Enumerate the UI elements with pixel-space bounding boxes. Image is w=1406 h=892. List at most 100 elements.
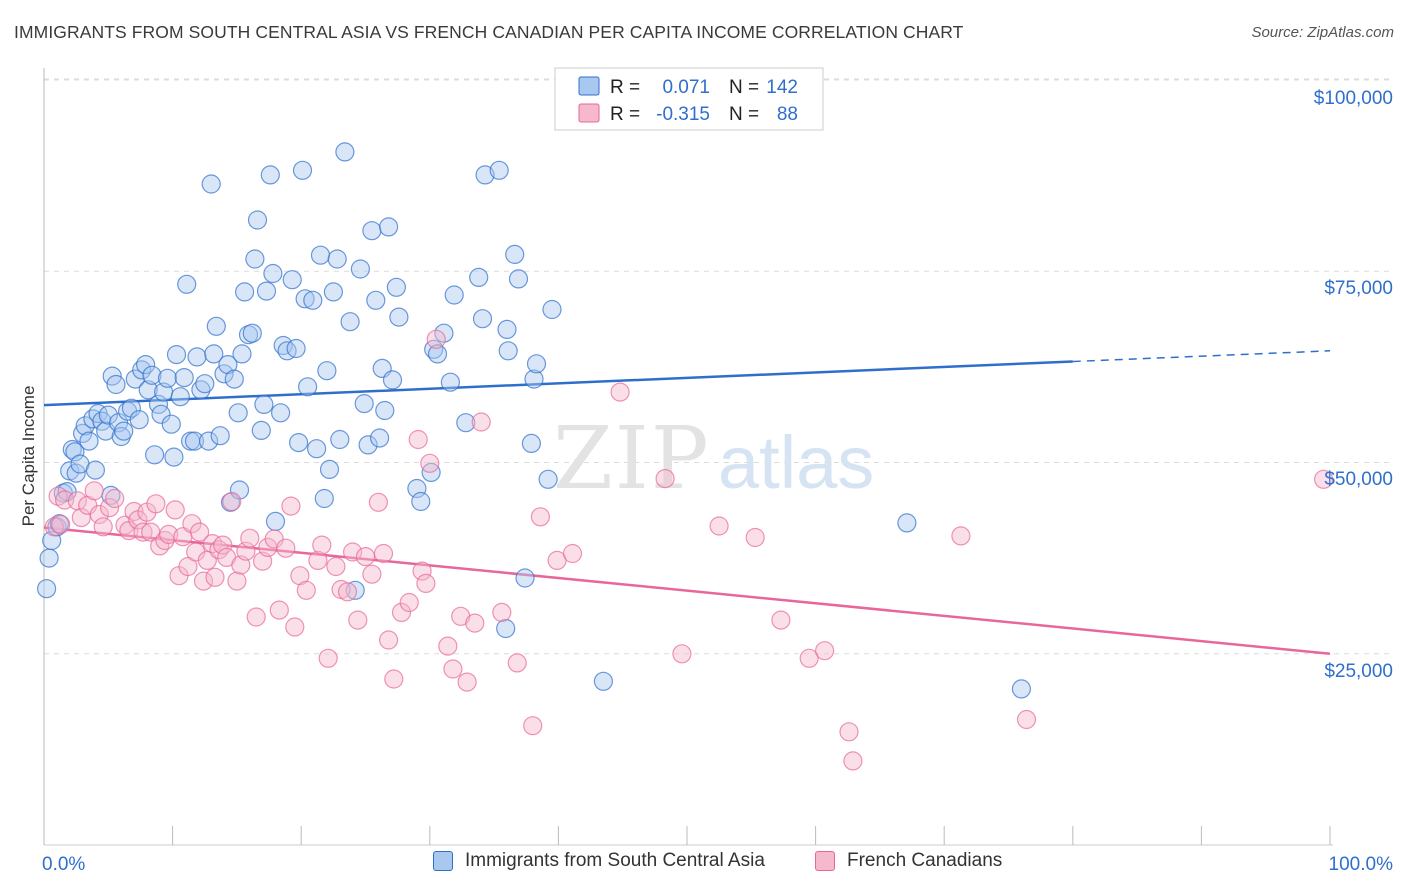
point-immigrants-119 xyxy=(489,160,509,180)
point-french-canadians-89 xyxy=(745,527,765,548)
point-immigrants-97 xyxy=(358,435,378,455)
point-immigrants-0 xyxy=(36,579,57,599)
point-immigrants-79 xyxy=(289,433,309,453)
trend-line-immigrants-extension xyxy=(1072,350,1331,363)
point-immigrants-45 xyxy=(177,274,197,294)
point-immigrants-60 xyxy=(228,403,248,423)
point-immigrants-39 xyxy=(157,368,178,388)
point-immigrants-26 xyxy=(114,421,134,441)
point-immigrants-20 xyxy=(98,405,118,425)
legend-item-immigrants[interactable]: Immigrants from South Central Asia xyxy=(433,850,765,872)
x-tick-label-100: 100.0% xyxy=(1329,854,1394,875)
point-french-canadians-76 xyxy=(457,672,477,692)
point-immigrants-52 xyxy=(201,174,221,194)
point-immigrants-120 xyxy=(496,618,516,639)
point-immigrants-127 xyxy=(524,369,544,389)
y-axis-title: Per Capita Income xyxy=(19,386,38,527)
point-immigrants-117 xyxy=(472,309,493,329)
point-immigrants-72 xyxy=(263,263,283,284)
point-french-canadians-77 xyxy=(465,613,485,633)
point-immigrants-56 xyxy=(214,364,234,384)
point-french-canadians-53 xyxy=(312,535,332,555)
watermark: ZIP atlas xyxy=(553,409,874,509)
point-french-canadians-73 xyxy=(438,636,458,656)
legend-item-french-canadians[interactable]: French Canadians xyxy=(815,850,1002,872)
point-french-canadians-70 xyxy=(416,573,436,594)
point-immigrants-54 xyxy=(206,316,226,336)
point-immigrants-43 xyxy=(170,387,190,407)
point-french-canadians-67 xyxy=(399,592,419,613)
point-french-canadians-63 xyxy=(373,543,394,564)
point-french-canadians-61 xyxy=(362,564,382,584)
point-french-canadians-71 xyxy=(420,453,440,473)
point-immigrants-98 xyxy=(362,221,382,241)
legend-bottom: Immigrants from South Central Asia Frenc… xyxy=(0,850,1406,880)
legend-n-label-pink: N = xyxy=(729,104,759,125)
point-french-canadians-38 xyxy=(227,571,247,591)
point-immigrants-9 xyxy=(65,442,85,462)
legend-n-value-blue: 142 xyxy=(766,77,798,98)
point-immigrants-77 xyxy=(282,270,302,290)
point-immigrants-12 xyxy=(72,423,93,443)
point-french-canadians-48 xyxy=(281,496,301,516)
y-tick-label-100000: $100,000 xyxy=(1314,88,1393,109)
point-french-canadians-86 xyxy=(655,469,675,489)
point-french-canadians-59 xyxy=(348,610,368,630)
point-immigrants-28 xyxy=(121,398,141,418)
watermark-zip: ZIP xyxy=(553,409,711,509)
point-immigrants-85 xyxy=(310,245,331,265)
point-french-canadians-91 xyxy=(799,648,819,668)
point-french-canadians-60 xyxy=(355,546,376,567)
point-immigrants-87 xyxy=(317,361,337,381)
point-french-canadians-7 xyxy=(84,481,104,501)
point-immigrants-81 xyxy=(295,289,315,309)
point-french-canadians-23 xyxy=(165,500,185,520)
point-immigrants-59 xyxy=(224,369,244,389)
point-french-canadians-97 xyxy=(1313,469,1334,489)
point-french-canadians-51 xyxy=(296,580,316,600)
point-immigrants-73 xyxy=(265,511,286,532)
point-french-canadians-90 xyxy=(771,610,791,630)
legend-r-label-blue: R = xyxy=(610,77,640,98)
legend-r-label-pink: R = xyxy=(610,104,640,125)
legend-swatch-french-canadians xyxy=(815,851,835,871)
point-immigrants-100 xyxy=(370,428,390,448)
legend-top: R = 0.071 N = 142 R = -0.315 N = 88 xyxy=(554,67,824,131)
point-immigrants-130 xyxy=(542,299,562,320)
point-immigrants-78 xyxy=(286,338,306,359)
point-immigrants-115 xyxy=(456,413,476,433)
point-immigrants-55 xyxy=(210,426,230,446)
point-immigrants-91 xyxy=(330,429,350,450)
legend-label-french-canadians: French Canadians xyxy=(847,850,1003,871)
point-immigrants-95 xyxy=(350,259,370,279)
point-immigrants-80 xyxy=(292,160,313,180)
point-french-canadians-80 xyxy=(507,653,527,673)
point-french-canadians-22 xyxy=(159,524,179,545)
point-french-canadians-79 xyxy=(492,602,512,623)
point-french-canadians-33 xyxy=(205,567,225,587)
point-french-canadians-57 xyxy=(337,582,358,602)
point-french-canadians-64 xyxy=(379,630,399,650)
point-french-canadians-19 xyxy=(146,494,166,514)
point-immigrants-74 xyxy=(271,403,291,423)
point-immigrants-94 xyxy=(345,580,365,600)
point-immigrants-99 xyxy=(366,290,386,310)
point-french-canadians-62 xyxy=(368,492,388,512)
legend-swatch-immigrants xyxy=(433,851,453,871)
point-immigrants-90 xyxy=(327,249,347,269)
point-immigrants-133 xyxy=(1011,679,1032,699)
point-immigrants-126 xyxy=(521,433,542,453)
point-immigrants-113 xyxy=(440,372,460,392)
point-immigrants-129 xyxy=(538,469,558,489)
legend-r-value-blue: 0.071 xyxy=(662,77,710,98)
point-french-canadians-9 xyxy=(93,517,113,537)
point-immigrants-68 xyxy=(251,420,271,440)
point-french-canadians-55 xyxy=(326,556,346,577)
point-french-canadians-85 xyxy=(610,382,630,402)
x-axis-ticks xyxy=(43,826,1331,845)
point-immigrants-70 xyxy=(256,281,277,301)
point-immigrants-32 xyxy=(136,355,156,375)
legend-swatch-pink xyxy=(578,103,600,123)
point-immigrants-14 xyxy=(79,431,99,451)
